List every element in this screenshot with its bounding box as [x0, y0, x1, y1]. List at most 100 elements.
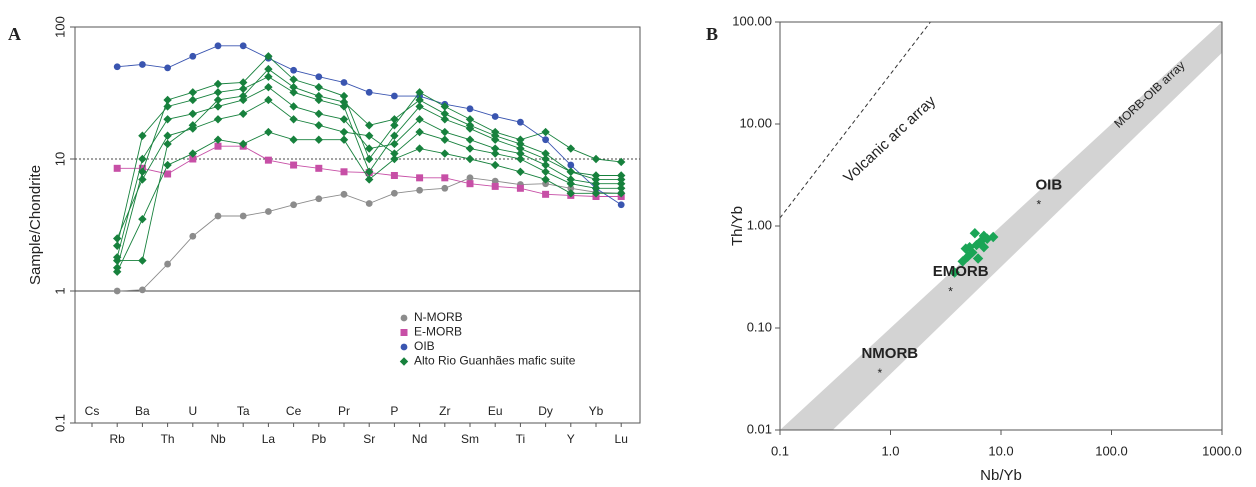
y-tick-label: 10.00 — [739, 115, 772, 130]
y-axis-label: Th/Yb — [729, 206, 746, 246]
marker — [289, 102, 298, 111]
marker — [188, 121, 197, 130]
marker — [164, 260, 172, 268]
marker — [139, 286, 146, 294]
marker — [265, 208, 272, 215]
legend-label: E-MORB — [414, 325, 462, 339]
marker — [163, 131, 172, 140]
marker — [541, 149, 550, 158]
marker — [617, 201, 625, 209]
point — [988, 231, 999, 243]
x-tick-label: Cs — [85, 404, 100, 418]
marker — [542, 136, 549, 144]
point — [975, 236, 986, 247]
marker — [566, 175, 575, 184]
marker — [415, 144, 424, 153]
marker — [440, 127, 449, 137]
marker — [339, 91, 349, 101]
marker — [491, 160, 500, 170]
marker — [213, 102, 223, 111]
x-tick-label: Yb — [589, 404, 604, 418]
marker — [315, 195, 323, 203]
marker — [416, 186, 423, 194]
x-tick-label: Ba — [135, 404, 150, 418]
x-tick-label: Dy — [538, 404, 553, 418]
legend-label: Alto Rio Guanhães mafic suite — [414, 354, 576, 368]
marker — [542, 180, 549, 188]
x-tick-label: Ce — [286, 404, 302, 418]
y-tick-label: 0.10 — [747, 319, 772, 334]
legend-label: OIB — [414, 339, 435, 353]
marker — [113, 267, 122, 276]
marker — [390, 149, 399, 158]
marker — [289, 88, 298, 97]
marker — [441, 184, 449, 192]
marker — [290, 66, 297, 74]
y-tick-label: 1 — [52, 287, 67, 294]
point — [949, 267, 960, 278]
marker — [189, 52, 197, 60]
marker — [138, 256, 147, 265]
x-axis-label: Nb/Yb — [980, 467, 1022, 484]
marker — [440, 102, 449, 111]
marker — [491, 144, 500, 153]
point — [978, 241, 990, 253]
marker — [239, 84, 248, 94]
marker — [440, 109, 449, 119]
marker — [314, 82, 323, 92]
marker — [566, 167, 575, 176]
marker — [465, 115, 475, 124]
x-tick-label: Nd — [412, 432, 427, 446]
marker — [189, 155, 197, 163]
marker — [213, 135, 223, 144]
y-tick-label: 100 — [52, 16, 67, 38]
marker — [617, 184, 626, 193]
marker — [314, 135, 323, 144]
marker — [214, 212, 222, 220]
marker — [491, 113, 499, 120]
marker — [491, 149, 500, 158]
marker — [264, 127, 273, 137]
marker — [138, 167, 147, 176]
marker — [566, 189, 575, 198]
marker — [400, 343, 408, 351]
marker — [390, 131, 399, 140]
marker — [566, 144, 575, 153]
marker — [516, 154, 525, 164]
marker — [264, 95, 273, 105]
marker — [516, 167, 525, 176]
marker — [441, 174, 449, 182]
marker — [113, 63, 121, 71]
marker — [415, 115, 424, 124]
marker — [390, 154, 399, 164]
marker — [315, 164, 323, 172]
marker — [365, 121, 374, 130]
marker — [591, 179, 601, 188]
x-tick-label: Pr — [338, 404, 350, 418]
marker — [541, 160, 550, 170]
marker — [188, 149, 197, 158]
x-tick-label: Th — [161, 432, 175, 446]
marker — [491, 177, 499, 185]
point — [972, 253, 984, 264]
marker — [163, 160, 172, 170]
marker — [541, 167, 550, 176]
marker — [264, 52, 273, 61]
marker — [339, 135, 349, 144]
marker — [415, 95, 424, 105]
marker — [465, 144, 475, 153]
y-tick-label: 100.00 — [732, 13, 772, 28]
marker — [591, 184, 601, 193]
marker — [517, 118, 524, 126]
marker — [339, 127, 349, 137]
marker — [391, 92, 398, 100]
point — [960, 243, 971, 254]
x-tick-label: 1.0 — [881, 443, 899, 458]
marker — [113, 287, 121, 295]
marker — [163, 102, 172, 111]
y-tick-label: 1.00 — [747, 217, 772, 232]
marker — [340, 168, 348, 176]
marker — [365, 175, 374, 184]
reference-point: * — [948, 284, 953, 298]
